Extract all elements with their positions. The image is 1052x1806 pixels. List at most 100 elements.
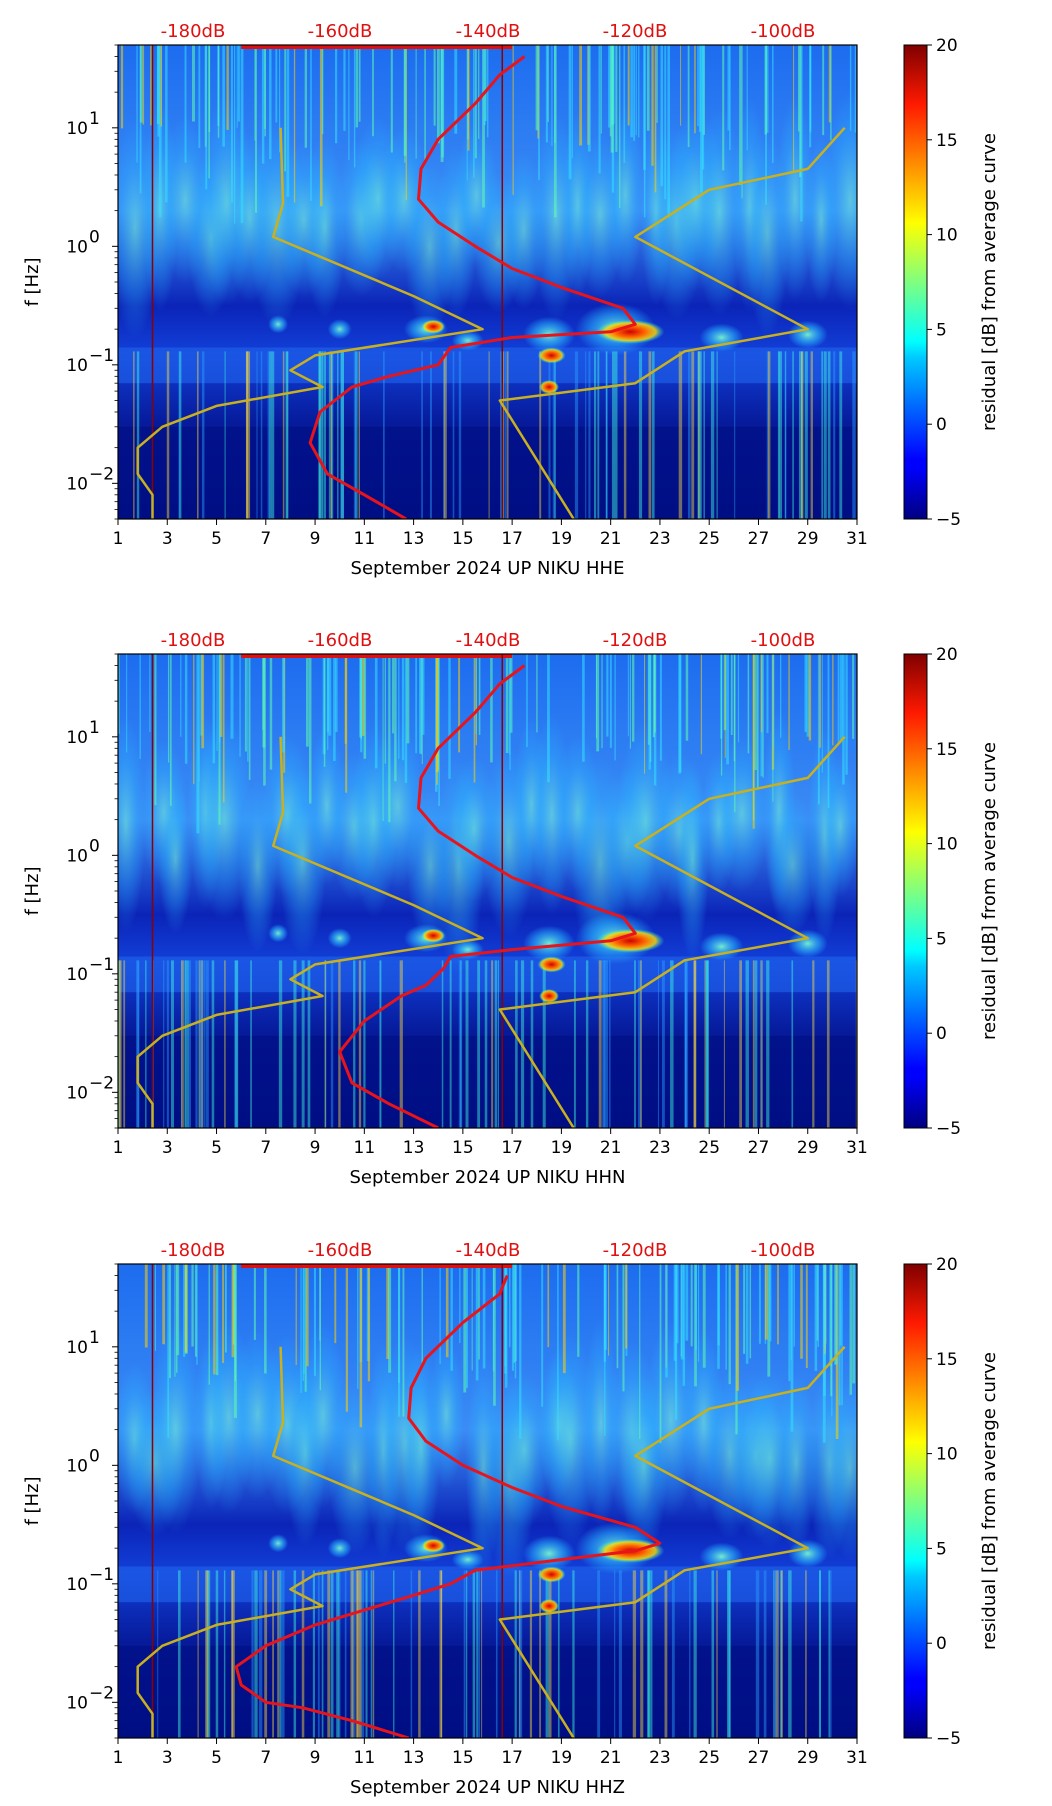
colorbar-tick-label: 10 (936, 1445, 958, 1465)
noise-plume (149, 1323, 202, 1535)
noise-plume (855, 1384, 857, 1455)
db-scale-label: -120dB (603, 21, 668, 42)
x-tick-label: 29 (797, 1748, 819, 1768)
x-tick-label: 25 (698, 529, 720, 549)
swell-event (787, 320, 828, 349)
colorbar-tick-label: 0 (936, 415, 947, 435)
x-tick-label: 27 (748, 1138, 770, 1158)
colorbar-label: residual [dB] from average curve (979, 133, 1000, 431)
db-scale-label: -140dB (456, 630, 521, 651)
swell-event (699, 1542, 744, 1571)
x-tick-label: 1 (113, 529, 124, 549)
x-tick-label: 11 (354, 1138, 376, 1158)
hot-spot (539, 1598, 560, 1613)
swell-event (327, 319, 352, 340)
swell-event (699, 932, 744, 961)
db-scale-label: -100dB (751, 21, 816, 42)
db-scale-label: -100dB (751, 1240, 816, 1261)
x-tick-label: 23 (649, 529, 671, 549)
colorbar (903, 653, 928, 1129)
hot-spot (596, 928, 665, 953)
swell-event (327, 1538, 352, 1559)
x-tick-label: 13 (403, 1138, 425, 1158)
hot-spot (596, 319, 665, 344)
db-scale-label: -100dB (751, 630, 816, 651)
x-tick-label: 25 (698, 1748, 720, 1768)
colorbar-tick-label: 15 (936, 131, 958, 151)
hot-spot (537, 1566, 566, 1583)
plot-area (118, 1264, 857, 1738)
band-microseism (118, 956, 857, 993)
x-tick-label: 15 (452, 1748, 474, 1768)
plot-area (118, 45, 857, 519)
db-scale-label: -180dB (161, 630, 226, 651)
colorbar-tick-label: 20 (936, 645, 958, 665)
swell-event (787, 929, 828, 958)
noise-plume (775, 1371, 818, 1554)
x-tick-label: 9 (310, 1748, 321, 1768)
y-tick-label: 10 (66, 728, 88, 748)
x-tick-label: 17 (501, 1748, 523, 1768)
x-tick-label: 17 (501, 1138, 523, 1158)
y-tick-exponent: 0 (89, 227, 100, 247)
noise-plume (497, 1371, 552, 1531)
colorbar-tick-label: 20 (936, 1255, 958, 1275)
hot-spot (539, 379, 560, 394)
db-scale-label: -140dB (456, 21, 521, 42)
noise-plume (821, 755, 857, 898)
db-scale-label: -140dB (456, 1240, 521, 1261)
y-tick-label: 10 (66, 237, 88, 257)
y-tick-exponent: 1 (89, 109, 100, 129)
colorbar-tick-label: −5 (936, 1119, 961, 1139)
series-line-noise-model-low (136, 127, 484, 519)
swell-event (523, 1535, 576, 1572)
noise-plume (767, 794, 818, 936)
x-tick-label: 9 (310, 529, 321, 549)
y-tick-exponent: −2 (89, 1073, 114, 1093)
x-tick-label: 3 (162, 1748, 173, 1768)
noise-plume (824, 1376, 857, 1561)
colorbar (903, 44, 928, 520)
y-tick-label: 10 (66, 1338, 88, 1358)
x-tick-label: 31 (846, 1748, 868, 1768)
y-tick-exponent: 1 (89, 1328, 100, 1348)
y-tick-exponent: −2 (89, 1683, 114, 1703)
x-tick-label: 23 (649, 1138, 671, 1158)
x-tick-label: 29 (797, 529, 819, 549)
y-tick-label: 10 (66, 1456, 88, 1476)
series-line-noise-model-low (136, 1346, 484, 1738)
series-line-average-curve (308, 55, 637, 519)
series-line-noise-model-low (136, 736, 484, 1128)
series-line-noise-model-high (498, 126, 846, 519)
x-axis-label: September 2024 UP NIKU HHN (349, 1167, 625, 1188)
colorbar-tick-label: 5 (936, 1539, 947, 1559)
noise-plume (823, 90, 857, 311)
x-tick-label: 13 (403, 1748, 425, 1768)
y-tick-exponent: −2 (89, 464, 114, 484)
noise-plume (428, 1339, 465, 1489)
db-scale-label: -120dB (603, 1240, 668, 1261)
x-tick-label: 7 (260, 1748, 271, 1768)
colorbar-tick-label: 0 (936, 1634, 947, 1654)
swell-event (523, 925, 576, 962)
series-line-average-curve (338, 664, 637, 1128)
swell-event (268, 315, 289, 334)
y-axis-label: f [Hz] (22, 1476, 43, 1525)
x-tick-label: 19 (551, 1748, 573, 1768)
band-microseism (118, 347, 857, 384)
x-tick-label: 29 (797, 1138, 819, 1158)
hot-spot (421, 928, 446, 943)
x-tick-label: 9 (310, 1138, 321, 1158)
x-axis-label: September 2024 UP NIKU HHE (351, 558, 625, 579)
x-tick-label: 5 (211, 1138, 222, 1158)
x-tick-label: 27 (748, 529, 770, 549)
noise-plume (158, 784, 193, 934)
y-tick-exponent: −1 (89, 1565, 114, 1585)
x-tick-label: 7 (260, 529, 271, 549)
band-low-frequency (118, 1035, 857, 1128)
y-tick-label: 10 (66, 846, 88, 866)
x-tick-label: 31 (846, 529, 868, 549)
